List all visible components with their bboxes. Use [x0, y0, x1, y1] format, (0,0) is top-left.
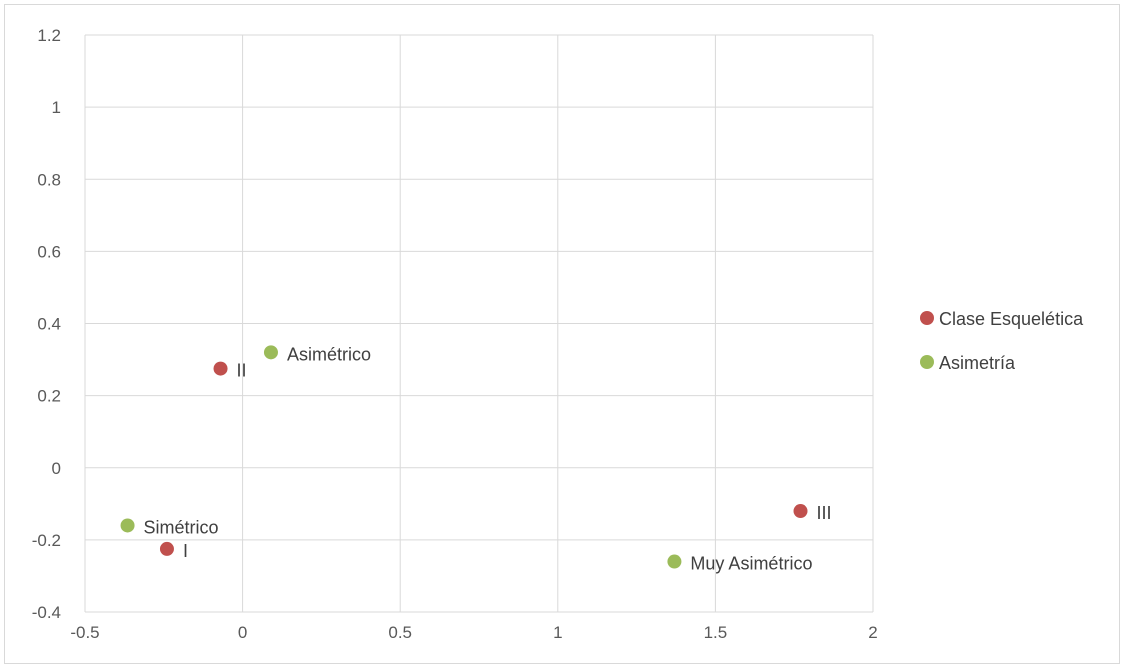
- data-point-0-0: [159, 541, 174, 556]
- axis-tick-labels: -0.5 0 0.5 1 1.5 2 -0.4 -0.2 0 0.2 0.4 0.6 0.8 1 1.2: [32, 26, 878, 642]
- data-point-1-1: [263, 345, 278, 360]
- x-tick-label: 2: [868, 623, 877, 642]
- data-point-1-2: [667, 554, 682, 569]
- data-label: I: [183, 541, 188, 561]
- data-point-0-2: [793, 504, 808, 519]
- y-tick-label: -0.4: [32, 603, 61, 622]
- x-tick-label: 1.5: [704, 623, 728, 642]
- x-tick-label: 1: [553, 623, 562, 642]
- y-tick-label: 0.6: [37, 242, 61, 261]
- legend: Clase Esquelética Asimetría: [920, 309, 1084, 373]
- y-tick-label: 1.2: [37, 26, 61, 45]
- data-label: III: [817, 503, 832, 523]
- y-tick-label: 0.4: [37, 315, 61, 334]
- data-point-1-0: [120, 518, 135, 533]
- x-tick-label: -0.5: [70, 623, 99, 642]
- legend-entry-label: Asimetría: [939, 353, 1016, 373]
- legend-marker: [920, 355, 934, 369]
- chart-frame: [4, 4, 1120, 664]
- y-tick-label: 0.8: [37, 170, 61, 189]
- data-label: II: [237, 361, 247, 381]
- y-tick-label: 0.2: [37, 387, 61, 406]
- data-label: Simétrico: [144, 517, 219, 537]
- data-label: Asimétrico: [287, 344, 371, 364]
- data-label: Muy Asimétrico: [690, 554, 812, 574]
- y-tick-label: 0: [52, 459, 61, 478]
- y-tick-label: -0.2: [32, 531, 61, 550]
- x-tick-label: 0.5: [388, 623, 412, 642]
- y-tick-label: 1: [52, 98, 61, 117]
- data-point-0-1: [213, 361, 228, 376]
- x-tick-label: 0: [238, 623, 247, 642]
- legend-entry-label: Clase Esquelética: [939, 309, 1084, 329]
- grid-lines: [84, 34, 874, 613]
- legend-marker: [920, 311, 934, 325]
